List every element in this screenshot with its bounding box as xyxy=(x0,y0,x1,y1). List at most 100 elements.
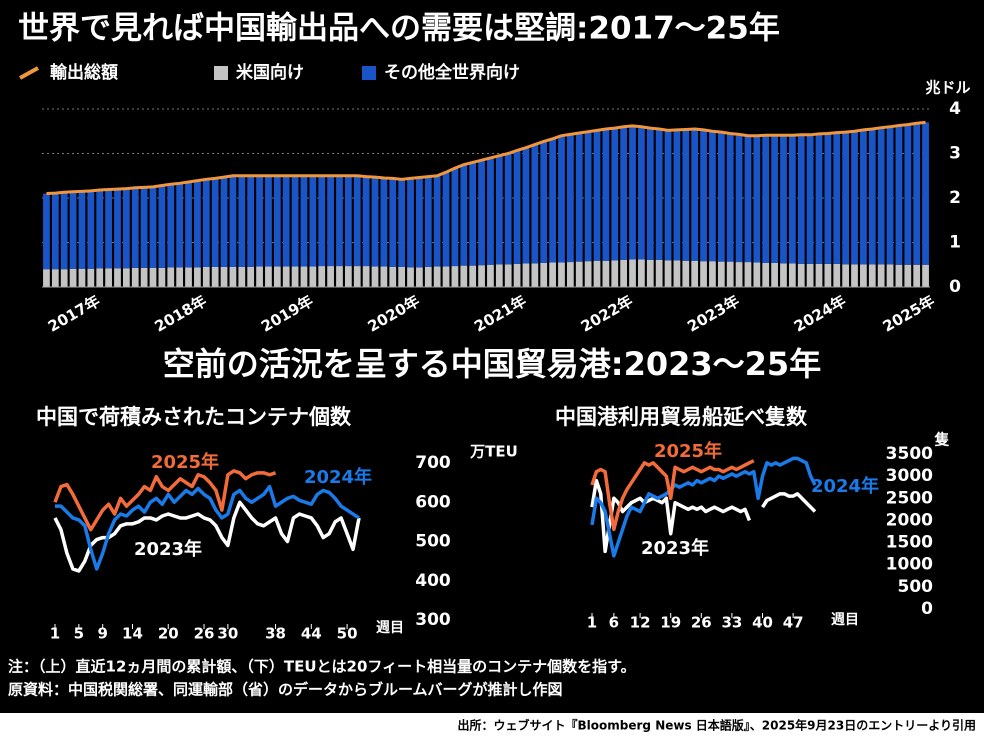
bar xyxy=(211,266,219,287)
bar xyxy=(842,264,850,287)
legend-label: 輸出総額 xyxy=(50,62,118,83)
bar xyxy=(300,175,308,267)
chart-title: 中国港利用貿易船延べ隻数 xyxy=(555,405,808,429)
bar xyxy=(877,127,885,265)
bar xyxy=(886,126,894,265)
bar xyxy=(558,135,565,263)
bar xyxy=(700,129,707,262)
bar xyxy=(478,160,485,266)
bar xyxy=(495,155,503,265)
bar xyxy=(566,262,574,287)
bar xyxy=(140,267,148,287)
bar xyxy=(584,131,592,262)
bar xyxy=(398,266,406,287)
bar xyxy=(69,268,77,287)
bar xyxy=(726,133,734,262)
bar xyxy=(549,138,556,263)
bar xyxy=(185,267,192,287)
y-tick-label: 700 xyxy=(415,453,451,473)
bar xyxy=(629,125,636,260)
y-unit: 兆ドル xyxy=(925,79,970,97)
x-tick-label: 5 xyxy=(74,625,84,643)
bar xyxy=(655,129,663,260)
legend-swatch xyxy=(214,66,228,80)
bar xyxy=(43,193,50,270)
bar xyxy=(122,188,130,269)
bar xyxy=(833,132,841,264)
total-line xyxy=(46,120,926,196)
bar xyxy=(238,266,246,287)
bar xyxy=(167,267,175,287)
bar xyxy=(762,262,770,287)
y-unit: 隻 xyxy=(933,431,949,449)
series-label: 2023年 xyxy=(641,537,709,559)
bar xyxy=(877,264,885,287)
bar xyxy=(691,260,699,287)
x-tick-label: 38 xyxy=(265,625,286,643)
bar xyxy=(842,132,850,265)
x-tick-label: 6 xyxy=(609,614,619,632)
bar xyxy=(513,150,521,264)
bar xyxy=(273,266,281,287)
bar xyxy=(895,264,903,287)
bar xyxy=(416,267,423,287)
bar xyxy=(620,259,628,287)
bar xyxy=(726,261,734,287)
series-label: 2024年 xyxy=(811,475,879,497)
bar xyxy=(735,262,743,287)
bar xyxy=(504,264,512,287)
bar xyxy=(149,186,157,268)
bar xyxy=(371,266,379,287)
bar xyxy=(540,141,548,263)
bar xyxy=(362,176,370,267)
x-tick-label: 20 xyxy=(158,625,179,643)
bar xyxy=(797,134,805,264)
bar xyxy=(371,177,379,267)
x-tick-label: 30 xyxy=(217,625,238,643)
bar xyxy=(114,268,121,287)
bar xyxy=(318,175,326,267)
bar xyxy=(868,129,876,265)
bar xyxy=(620,126,628,260)
bar xyxy=(87,268,95,287)
bar xyxy=(202,179,210,267)
bar xyxy=(780,135,787,264)
bar xyxy=(922,122,929,265)
bar xyxy=(460,164,468,266)
x-tick-label: 44 xyxy=(301,625,322,643)
main-title: 世界で見れば中国輸出品への需要は堅調:2017～25年 xyxy=(18,11,780,47)
bar xyxy=(389,178,397,267)
bar xyxy=(575,261,583,287)
bar xyxy=(51,193,59,270)
y-tick-label: 1000 xyxy=(886,555,933,575)
bar xyxy=(380,266,388,287)
x-tick-label: 33 xyxy=(721,614,742,632)
bar xyxy=(593,260,601,287)
bar xyxy=(646,259,654,287)
bar xyxy=(105,268,112,287)
bar xyxy=(451,168,459,267)
bar xyxy=(344,175,352,267)
bar xyxy=(700,261,707,287)
series-line xyxy=(590,478,817,554)
bar xyxy=(673,260,681,287)
bar xyxy=(744,135,752,263)
legend-swatch xyxy=(362,66,376,80)
bar xyxy=(194,180,201,268)
source: 出所：ウェブサイト『Bloomberg News 日本語版』、2025年9月23… xyxy=(458,718,976,733)
bar xyxy=(806,263,814,287)
bar xyxy=(327,175,334,267)
series-line xyxy=(55,484,360,571)
y-tick-label: 500 xyxy=(898,577,934,597)
bar xyxy=(131,187,139,268)
bar xyxy=(362,266,370,287)
bar xyxy=(336,175,343,267)
y-tick-label: 600 xyxy=(415,492,451,512)
series-label: 2025年 xyxy=(654,440,722,462)
bar xyxy=(717,261,725,287)
bar xyxy=(282,175,290,267)
bar xyxy=(584,261,592,287)
bar xyxy=(185,181,192,268)
bar xyxy=(353,266,361,287)
bar xyxy=(309,266,317,287)
